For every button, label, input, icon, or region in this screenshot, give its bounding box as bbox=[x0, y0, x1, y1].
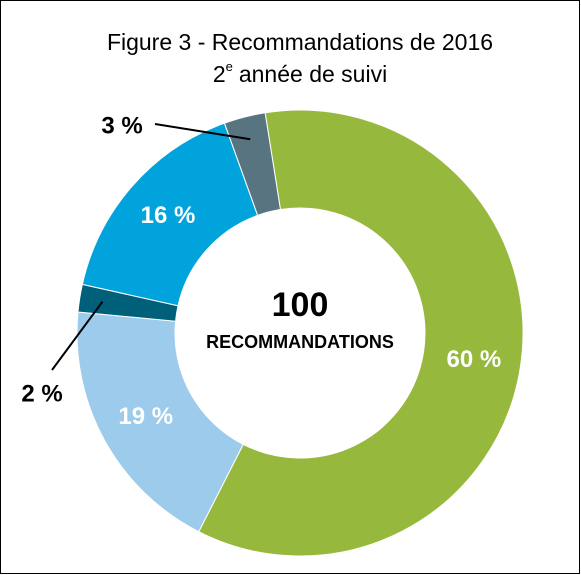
donut-slice bbox=[81, 122, 259, 307]
value-label: 19 % bbox=[118, 403, 173, 430]
value-label: 3 % bbox=[101, 112, 142, 139]
value-label: 60 % bbox=[446, 346, 501, 373]
chart-title: Figure 3 - Recommandations de 2016 bbox=[107, 29, 493, 55]
leader-line bbox=[51, 301, 104, 371]
subtitle-number: 2 bbox=[213, 61, 226, 87]
chart-subtitle: 2e année de suivi bbox=[213, 59, 387, 87]
subtitle-text: année de suivi bbox=[239, 61, 387, 87]
leader-line bbox=[154, 123, 251, 141]
donut-slice bbox=[76, 311, 244, 533]
value-label: 16 % bbox=[141, 202, 196, 229]
donut-slice bbox=[223, 112, 282, 217]
subtitle-superscript: e bbox=[226, 59, 233, 74]
donut-slice bbox=[198, 109, 524, 557]
center-value: 100 bbox=[272, 286, 329, 324]
value-label: 2 % bbox=[21, 380, 62, 407]
center-label: RECOMMANDATIONS bbox=[206, 332, 394, 352]
